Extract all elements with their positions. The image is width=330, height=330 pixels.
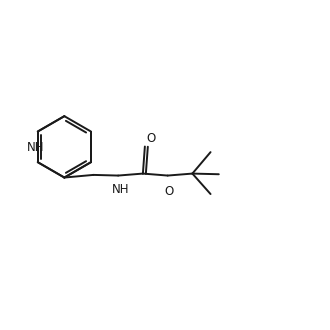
Text: NH: NH bbox=[26, 141, 44, 154]
Text: O: O bbox=[164, 185, 174, 198]
Text: NH: NH bbox=[112, 183, 130, 196]
Text: O: O bbox=[146, 132, 155, 145]
